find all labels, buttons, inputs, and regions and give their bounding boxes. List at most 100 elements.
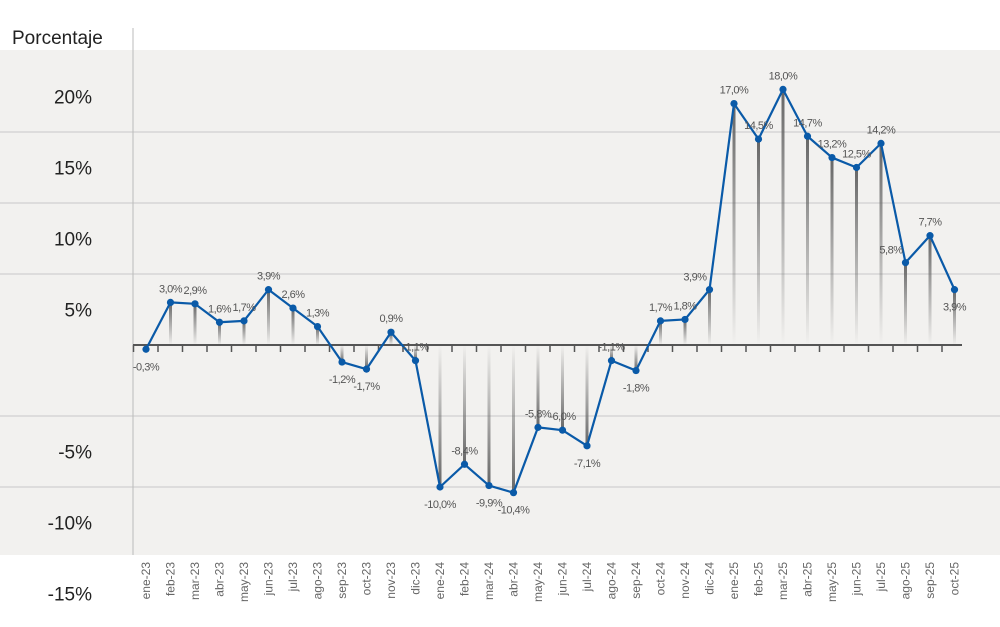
- x-tick-label: nov-24: [678, 562, 692, 599]
- data-point: [289, 304, 297, 312]
- drop-line: [365, 345, 368, 370]
- drop-line: [904, 262, 907, 345]
- data-point: [534, 423, 542, 431]
- data-label: 3,9%: [257, 271, 281, 283]
- x-tick-label: mar-24: [482, 562, 496, 600]
- data-label: 1,7%: [649, 302, 673, 314]
- drop-line: [781, 89, 785, 346]
- data-label: 2,9%: [183, 285, 207, 297]
- data-label: 1,8%: [673, 300, 697, 312]
- drop-line: [389, 332, 393, 345]
- data-point: [681, 315, 689, 324]
- drop-line: [267, 289, 270, 345]
- data-label: 14,5%: [744, 120, 773, 132]
- data-label: 0,9%: [379, 313, 403, 325]
- data-label: 1,3%: [306, 308, 330, 320]
- x-tick-label: dic-24: [703, 562, 717, 595]
- drop-line: [708, 289, 711, 345]
- data-label: -1,8%: [623, 383, 650, 395]
- drop-line: [757, 139, 760, 345]
- data-point: [607, 357, 616, 365]
- data-point: [166, 298, 175, 306]
- data-point: [779, 85, 787, 93]
- drop-line: [879, 143, 883, 345]
- data-label: -7,1%: [574, 458, 601, 470]
- x-tick-label: abr-24: [507, 562, 521, 597]
- data-point: [191, 300, 199, 308]
- data-label: -0,3%: [133, 361, 160, 373]
- y-tick-label: 10%: [54, 230, 92, 251]
- drop-line: [659, 320, 662, 345]
- data-label: 12,5%: [842, 149, 871, 161]
- x-tick-label: oct-23: [360, 562, 374, 596]
- y-tick-label: -15%: [48, 585, 92, 606]
- data-point: [485, 481, 493, 490]
- data-point: [926, 232, 934, 240]
- data-point: [387, 328, 395, 336]
- data-point: [436, 483, 444, 491]
- y-axis-title: Porcentaje: [12, 28, 103, 49]
- drop-line: [512, 345, 515, 493]
- x-tick-label: sep-25: [923, 562, 937, 599]
- data-point: [901, 259, 910, 267]
- drop-line: [830, 157, 834, 345]
- drop-line: [585, 345, 589, 446]
- x-tick-label: jul-25: [874, 562, 888, 593]
- data-label: -6,0%: [549, 411, 576, 423]
- data-point: [313, 322, 322, 331]
- drop-line: [806, 136, 809, 345]
- data-point: [460, 460, 469, 468]
- data-label: 7,7%: [918, 217, 942, 229]
- data-point: [338, 358, 346, 366]
- data-point: [558, 426, 567, 434]
- data-label: 2,6%: [281, 289, 305, 301]
- drop-line: [634, 345, 638, 371]
- x-tick-label: feb-23: [164, 562, 178, 596]
- x-tick-label: ene-23: [139, 562, 153, 600]
- drop-line: [610, 345, 613, 361]
- x-tick-label: may-25: [825, 562, 839, 602]
- drop-line: [855, 167, 858, 345]
- data-label: 5,8%: [879, 245, 903, 257]
- data-point: [950, 286, 959, 294]
- data-label: 1,6%: [208, 303, 232, 315]
- data-label: 18,0%: [769, 70, 798, 82]
- x-tick-label: nov-23: [384, 562, 398, 599]
- x-tick-label: jun-23: [262, 562, 276, 597]
- drop-line: [218, 322, 221, 345]
- x-tick-label: ago-25: [899, 562, 913, 600]
- data-label: -1,7%: [353, 381, 380, 393]
- plot-background: [0, 50, 1000, 555]
- x-tick-label: ago-24: [605, 562, 619, 600]
- x-tick-label: ene-25: [727, 562, 741, 600]
- data-label: -8,4%: [451, 445, 478, 457]
- data-label: -10,0%: [424, 499, 457, 511]
- data-label: -9,9%: [476, 498, 503, 510]
- drop-line: [536, 345, 540, 428]
- drop-line: [340, 345, 344, 363]
- data-point: [215, 318, 224, 326]
- data-label: -5,8%: [525, 408, 552, 420]
- data-label: 1,7%: [232, 302, 256, 314]
- data-point: [240, 317, 248, 325]
- x-tick-label: jul-24: [580, 562, 594, 593]
- data-point: [705, 286, 714, 294]
- x-tick-label: mar-23: [188, 562, 202, 600]
- drop-line: [291, 308, 295, 345]
- y-tick-label: 20%: [54, 88, 92, 109]
- data-point: [852, 163, 861, 172]
- data-label: 13,2%: [818, 139, 847, 151]
- x-tick-label: abr-25: [801, 562, 815, 597]
- drop-line: [414, 345, 417, 361]
- drop-line: [487, 345, 491, 486]
- drop-line: [463, 345, 466, 465]
- data-point: [264, 286, 273, 294]
- data-point: [828, 153, 836, 162]
- x-tick-label: sep-24: [629, 562, 643, 599]
- drop-line: [193, 303, 197, 345]
- x-tick-label: oct-24: [654, 562, 668, 596]
- drop-line: [732, 103, 736, 345]
- drop-line: [242, 320, 246, 345]
- data-label: -1,1%: [598, 342, 625, 354]
- x-tick-label: jul-23: [286, 562, 300, 593]
